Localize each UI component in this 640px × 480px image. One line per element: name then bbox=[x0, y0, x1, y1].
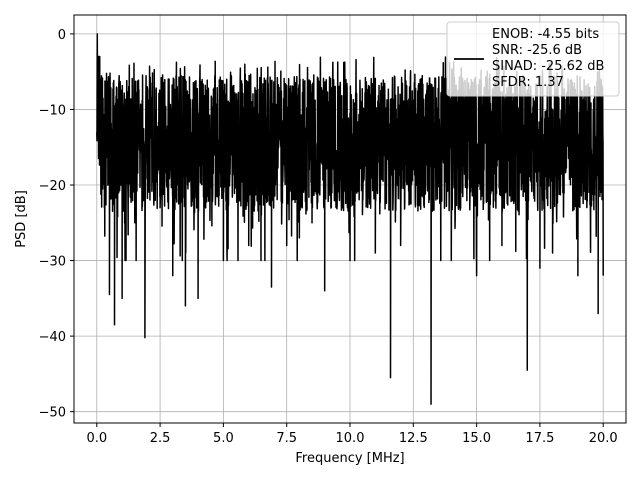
x-tick-label: 15.0 bbox=[462, 431, 491, 446]
x-axis-label: Frequency [MHz] bbox=[295, 451, 404, 466]
y-axis-label: PSD [dB] bbox=[14, 190, 29, 248]
psd-series-line bbox=[96, 33, 604, 405]
legend-text-line: SNR: -25.6 dB bbox=[492, 43, 582, 58]
legend-text-line: ENOB: -4.55 bits bbox=[492, 27, 599, 42]
y-tick-label: −50 bbox=[39, 406, 66, 421]
x-tick-label: 10.0 bbox=[336, 431, 365, 446]
legend: ENOB: -4.55 bits SNR: -25.6 dB SINAD: -25.… bbox=[446, 21, 620, 97]
legend-box bbox=[446, 21, 620, 97]
y-tick-label: −40 bbox=[39, 330, 66, 345]
legend-text-line: SINAD: -25.62 dB bbox=[492, 59, 604, 74]
x-tick-label: 0.0 bbox=[86, 431, 107, 446]
y-axis-ticks: 0 −10 −20 −30 −40 −50 bbox=[39, 28, 74, 421]
y-tick-label: −20 bbox=[39, 179, 66, 194]
y-tick-label: 0 bbox=[58, 28, 66, 43]
x-tick-label: 2.5 bbox=[150, 431, 171, 446]
x-tick-label: 7.5 bbox=[276, 431, 297, 446]
x-tick-label: 20.0 bbox=[589, 431, 618, 446]
y-tick-label: −30 bbox=[39, 255, 66, 270]
legend-text-line: SFDR: 1.37 bbox=[492, 75, 564, 90]
y-tick-label: −10 bbox=[39, 103, 66, 118]
x-tick-label: 12.5 bbox=[399, 431, 428, 446]
x-tick-label: 5.0 bbox=[213, 431, 234, 446]
x-axis-ticks: 0.0 2.5 5.0 7.5 10.0 12.5 15.0 17.5 20.0 bbox=[86, 423, 618, 446]
x-tick-label: 17.5 bbox=[525, 431, 554, 446]
legend-entry-label: ENOB: -4.55 bits SNR: -25.6 dB SINAD: -25.… bbox=[492, 27, 604, 90]
psd-trace bbox=[96, 33, 604, 405]
